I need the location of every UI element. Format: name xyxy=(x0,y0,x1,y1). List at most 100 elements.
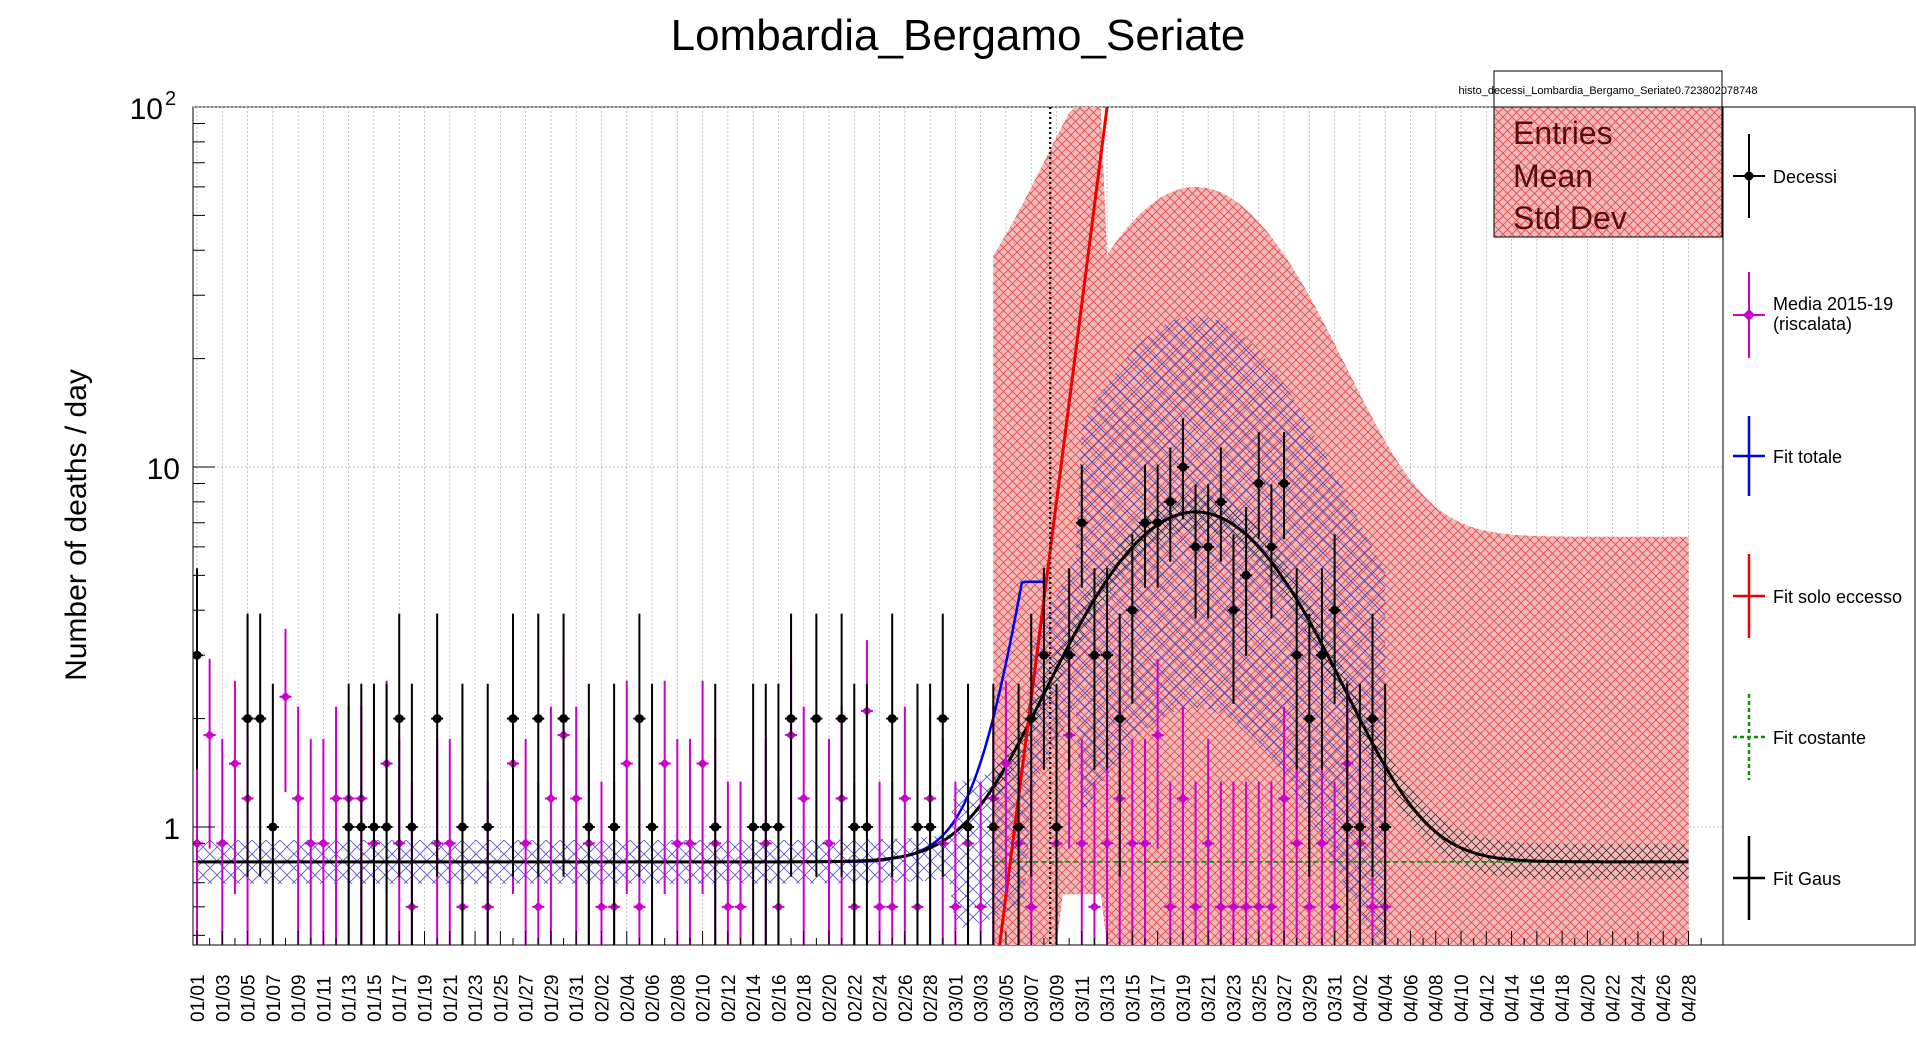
media-point xyxy=(1367,901,1378,912)
decessi-point xyxy=(1178,462,1188,472)
x-tick-label: 02/02 xyxy=(592,974,613,1022)
media-point xyxy=(824,838,834,849)
decessi-point xyxy=(1089,650,1099,660)
decessi-point xyxy=(457,822,467,832)
x-tick-label: 02/04 xyxy=(618,974,639,1022)
media-point xyxy=(1279,793,1290,804)
stats-row-std-dev: Std Dev xyxy=(1513,200,1627,236)
x-tick-label: 02/20 xyxy=(820,974,841,1022)
legend-fit-totale: Fit totale xyxy=(1733,416,1842,496)
decessi-point xyxy=(938,714,948,724)
chart-title: Lombardia_Bergamo_Seriate xyxy=(671,11,1246,60)
fit-solo-eccesso-line xyxy=(998,107,1109,945)
x-tick-label: 03/25 xyxy=(1250,974,1271,1022)
decessi-point xyxy=(988,822,998,832)
media-point xyxy=(621,758,632,769)
decessi-point xyxy=(407,822,417,832)
decessi-point xyxy=(1052,822,1062,832)
x-tick-label: 02/06 xyxy=(643,974,664,1022)
decessi-point xyxy=(634,714,644,724)
x-tick-label: 01/03 xyxy=(213,974,234,1022)
x-tick-label: 04/20 xyxy=(1578,974,1599,1022)
decessi-point xyxy=(483,822,493,832)
x-tick-label: 02/12 xyxy=(719,974,740,1022)
decessi-point xyxy=(369,822,379,832)
legend-decessi: Decessi xyxy=(1733,134,1837,218)
x-tick-label: 03/15 xyxy=(1123,974,1144,1022)
decessi-point xyxy=(1292,650,1302,660)
x-tick-label: 03/17 xyxy=(1149,974,1170,1022)
decessi-point xyxy=(1191,542,1201,552)
x-tick-label: 04/16 xyxy=(1528,974,1549,1022)
x-tick-label: 02/14 xyxy=(744,974,765,1022)
x-tick-label: 02/08 xyxy=(668,974,689,1022)
media-point xyxy=(533,901,544,912)
decessi-point xyxy=(761,822,771,832)
decessi-point xyxy=(1115,714,1125,724)
decessi-point xyxy=(1127,605,1137,615)
media-point xyxy=(1152,730,1163,741)
legend-fit-gaus: Fit Gaus xyxy=(1733,836,1841,920)
legend-label-fit-totale: Fit totale xyxy=(1773,447,1842,467)
media-point xyxy=(1140,838,1150,849)
decessi-point xyxy=(344,822,354,832)
media-point xyxy=(520,838,531,849)
media-point xyxy=(1165,901,1176,912)
x-tick-label: 03/13 xyxy=(1098,974,1119,1022)
media-point xyxy=(1329,901,1340,912)
media-point xyxy=(229,758,240,769)
decessi-point xyxy=(394,714,404,724)
x-tick-label: 01/11 xyxy=(314,976,335,1022)
media-point xyxy=(1000,758,1011,769)
decessi-point xyxy=(1216,497,1226,507)
x-tick-label: 03/21 xyxy=(1199,974,1220,1022)
stats-box: histo_decessi_Lombardia_Bergamo_Seriate0… xyxy=(1458,70,1758,238)
decessi-point xyxy=(837,714,847,724)
media-point xyxy=(1127,838,1138,849)
media-point xyxy=(798,793,809,804)
decessi-point xyxy=(963,822,973,832)
media-point xyxy=(331,793,342,804)
decessi-point xyxy=(849,822,859,832)
legend-fit-costante: Fit costante xyxy=(1733,694,1866,780)
decessi-point xyxy=(1153,518,1163,528)
decessi-point xyxy=(1342,822,1352,832)
decessi-point xyxy=(773,822,783,832)
media-point xyxy=(1102,838,1113,849)
x-tick-label: 01/13 xyxy=(340,974,361,1022)
x-tick-label: 04/10 xyxy=(1452,974,1473,1022)
x-tick-label: 02/22 xyxy=(845,974,866,1022)
legend-label-fit-solo-eccesso: Fit solo eccesso xyxy=(1773,587,1902,607)
decessi-point xyxy=(1140,518,1150,528)
media-point xyxy=(697,758,708,769)
decessi-point xyxy=(1380,822,1390,832)
x-tick-label: 01/27 xyxy=(517,974,538,1022)
media-point xyxy=(1316,838,1327,849)
y-tick-label: 10 xyxy=(130,93,163,126)
stats-row-mean: Mean xyxy=(1513,158,1593,194)
media-point xyxy=(1177,793,1188,804)
x-tick-label: 03/09 xyxy=(1048,974,1069,1022)
decessi-point xyxy=(1077,518,1087,528)
x-tick-label: 04/22 xyxy=(1604,974,1625,1022)
decessi-point xyxy=(1203,542,1213,552)
x-tick-label: 04/12 xyxy=(1477,974,1498,1022)
decessi-point xyxy=(1026,714,1036,724)
decessi-point xyxy=(1304,714,1314,724)
decessi-point xyxy=(1254,478,1264,488)
media-point xyxy=(1215,901,1226,912)
media-point xyxy=(684,838,695,849)
stats-box-title: histo_decessi_Lombardia_Bergamo_Seriate0… xyxy=(1458,85,1757,97)
decessi-point xyxy=(432,714,442,724)
data-points xyxy=(193,418,1392,945)
x-tick-label: 02/28 xyxy=(921,974,942,1022)
media-point xyxy=(1026,901,1037,912)
decessi-point xyxy=(811,714,821,724)
x-tick-label: 04/28 xyxy=(1680,974,1701,1022)
media-point xyxy=(596,901,607,912)
decessi-point xyxy=(356,822,366,832)
decessi-point xyxy=(647,822,657,832)
x-tick-label: 03/07 xyxy=(1022,974,1043,1022)
media-point xyxy=(318,838,329,849)
